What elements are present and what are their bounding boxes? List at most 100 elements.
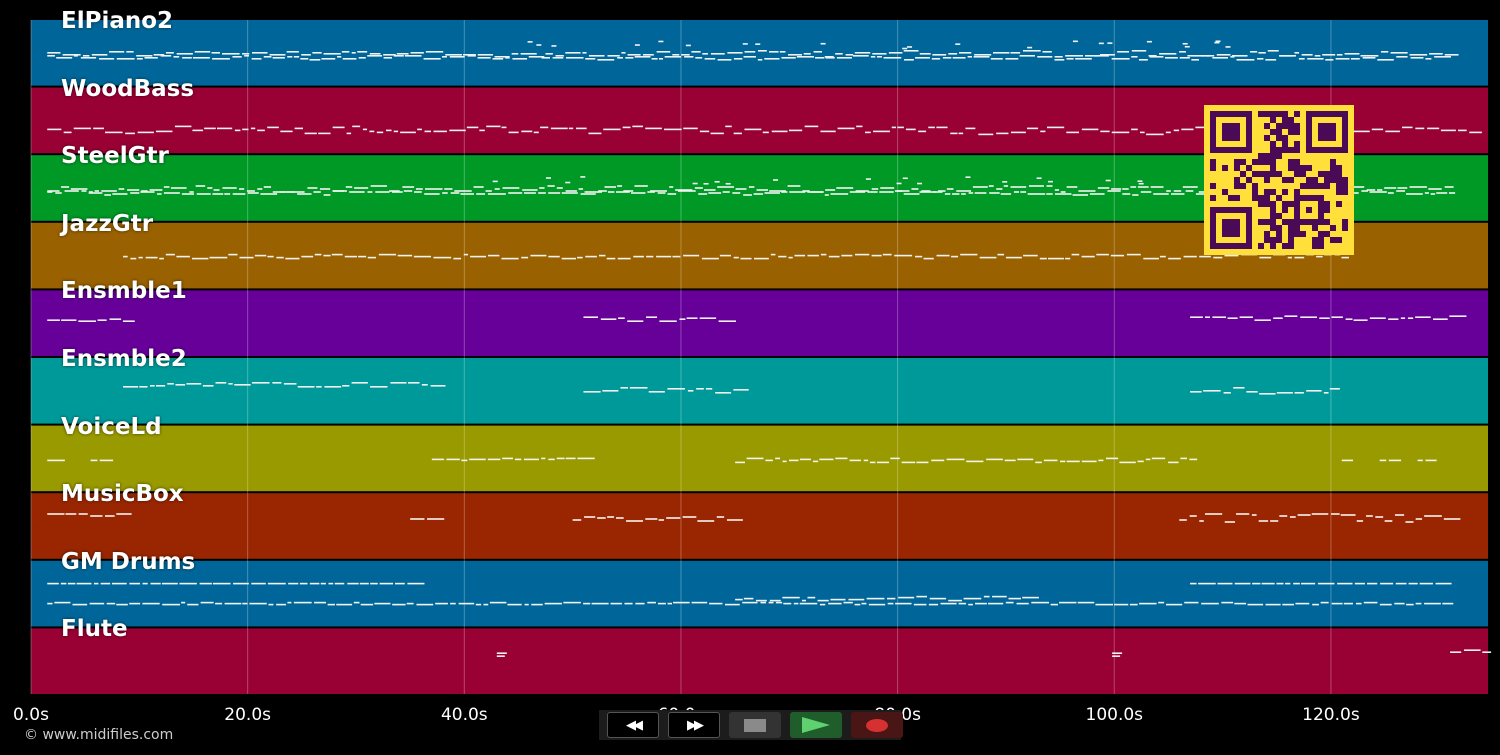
note-mark xyxy=(433,256,452,259)
note-mark xyxy=(1126,253,1141,256)
note-mark xyxy=(523,458,539,461)
note-mark xyxy=(1027,127,1039,130)
note-mark xyxy=(905,128,916,131)
note-mark xyxy=(395,582,405,585)
note-mark xyxy=(1181,128,1194,131)
note-mark xyxy=(425,51,444,53)
note-mark xyxy=(819,458,834,461)
record-button[interactable] xyxy=(851,712,903,738)
note-mark xyxy=(263,56,272,58)
note-mark xyxy=(1259,256,1272,259)
track-lane[interactable] xyxy=(31,493,1488,559)
note-mark xyxy=(1171,193,1185,195)
note-mark xyxy=(677,190,696,192)
note-mark xyxy=(165,253,175,256)
note-mark xyxy=(192,57,210,59)
note-mark xyxy=(658,58,664,60)
note-mark xyxy=(1396,190,1406,192)
note-mark xyxy=(1301,582,1316,585)
note-mark xyxy=(260,193,278,195)
note-mark xyxy=(449,129,466,132)
note-mark xyxy=(1279,55,1296,57)
track-label: SteelGtr xyxy=(61,143,169,170)
note-mark xyxy=(942,57,952,59)
note-mark xyxy=(224,602,242,605)
play-button[interactable] xyxy=(790,712,842,738)
note-mark xyxy=(91,54,108,56)
note-mark xyxy=(725,125,732,128)
note-mark xyxy=(547,185,555,187)
note-mark xyxy=(960,253,978,256)
note-mark xyxy=(1189,515,1197,517)
note-mark xyxy=(958,132,964,135)
note-mark xyxy=(81,190,87,192)
note-mark xyxy=(617,185,623,187)
note-mark xyxy=(228,383,233,385)
track-lane[interactable] xyxy=(31,628,1488,694)
track-label: JazzGtr xyxy=(61,210,154,237)
note-mark xyxy=(1325,59,1334,61)
note-mark xyxy=(425,188,443,190)
note-mark xyxy=(1301,54,1313,56)
note-mark xyxy=(623,190,634,192)
note-mark xyxy=(550,127,568,130)
note-mark xyxy=(435,602,448,605)
note-mark xyxy=(521,256,529,259)
note-mark xyxy=(47,582,59,585)
note-mark xyxy=(99,459,114,462)
note-mark xyxy=(272,382,282,384)
note-mark xyxy=(267,126,279,129)
note-mark xyxy=(627,54,641,56)
rewind-button[interactable]: ◀◀ xyxy=(607,712,659,738)
note-mark xyxy=(919,53,931,55)
note-mark xyxy=(47,459,65,462)
note-mark xyxy=(111,582,127,585)
note-mark xyxy=(1234,602,1247,605)
note-mark xyxy=(598,190,607,192)
note-mark xyxy=(1065,257,1071,260)
note-mark xyxy=(568,127,574,130)
note-mark xyxy=(473,186,484,188)
note-mark xyxy=(773,179,779,181)
note-mark xyxy=(616,517,624,519)
note-mark xyxy=(1311,513,1329,515)
note-mark xyxy=(1295,602,1310,605)
note-mark xyxy=(1190,316,1203,318)
note-mark xyxy=(173,56,180,58)
note-mark xyxy=(453,257,462,260)
note-mark xyxy=(47,602,53,605)
transport-controls: ◀◀ ▶▶ xyxy=(599,710,903,740)
track-lane[interactable] xyxy=(31,20,1488,86)
note-mark xyxy=(300,58,309,60)
note-mark xyxy=(1384,187,1397,189)
note-mark xyxy=(1139,131,1145,134)
stop-button[interactable] xyxy=(729,712,781,738)
note-mark xyxy=(327,603,335,606)
note-mark xyxy=(1341,459,1354,462)
fast-forward-button[interactable]: ▶▶ xyxy=(668,712,720,738)
note-mark xyxy=(740,257,752,260)
note-mark xyxy=(90,459,98,462)
note-mark xyxy=(163,192,180,194)
axis-tick-label: 0.0s xyxy=(13,705,49,725)
track-lane[interactable] xyxy=(31,290,1488,356)
note-mark xyxy=(272,57,285,59)
note-mark xyxy=(232,193,246,195)
note-mark xyxy=(645,127,662,130)
note-mark xyxy=(866,597,885,600)
note-mark xyxy=(512,58,528,60)
note-mark xyxy=(458,602,475,605)
note-mark xyxy=(489,601,507,604)
note-mark xyxy=(1294,256,1305,259)
note-mark xyxy=(1060,460,1066,463)
note-mark xyxy=(715,392,732,394)
note-mark xyxy=(944,193,951,195)
track-lane[interactable] xyxy=(31,560,1488,627)
note-mark xyxy=(1099,54,1115,56)
track-label: Ensmble1 xyxy=(61,278,187,305)
note-mark xyxy=(1130,186,1137,188)
note-mark xyxy=(1385,130,1400,133)
track-lane[interactable] xyxy=(31,358,1488,424)
note-mark xyxy=(174,125,192,128)
note-mark xyxy=(1146,40,1152,43)
